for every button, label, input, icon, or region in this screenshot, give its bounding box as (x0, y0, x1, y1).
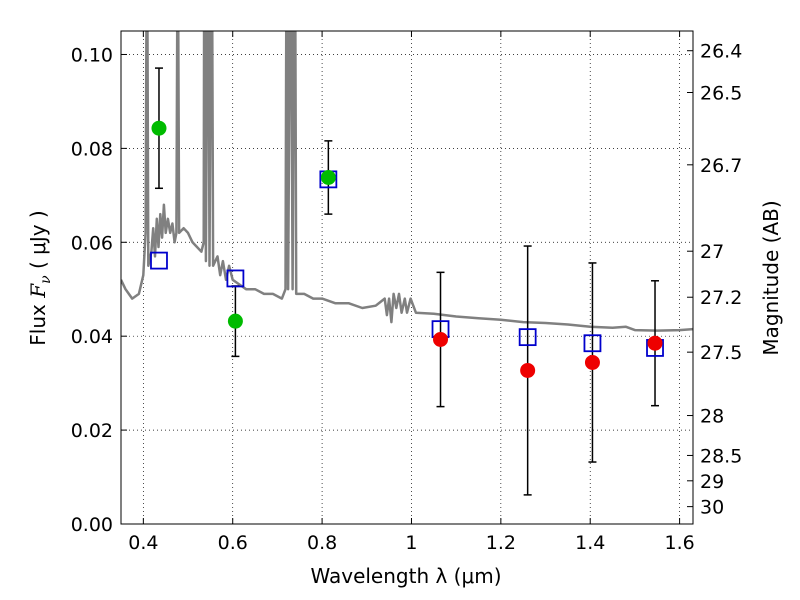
right-tick-label: 28.5 (700, 445, 742, 467)
axis-ticks: 0.4 0.6 0.8 1 1.2 1.4 1.6 0.00 0.02 0.04 0.06 0.08 0… (71, 31, 742, 554)
y-tick-label: 0.02 (71, 420, 113, 442)
right-tick-label: 27.5 (700, 342, 742, 364)
y-tick-label: 0.08 (71, 138, 113, 160)
observed-point-red (520, 362, 536, 378)
y-tick-label: 0.04 (71, 326, 113, 348)
observed-point-green (151, 120, 167, 136)
x-tick-label: 1.6 (664, 532, 694, 554)
observed-point-red (433, 331, 449, 347)
y-axis-label-subscript: ν (38, 275, 54, 284)
x-tick-label: 0.8 (307, 532, 337, 554)
observed-point-red (647, 335, 663, 351)
y-tick-label: 0.00 (71, 514, 113, 536)
right-tick-label: 26.5 (700, 83, 742, 105)
x-tick-label: 0.6 (218, 532, 248, 554)
model-photometry-square (518, 328, 537, 347)
y-axis-label-suffix: ( μJy ) (26, 210, 50, 275)
observed-point-green (227, 313, 243, 329)
plot-area (121, 31, 693, 496)
plot-frame (120, 30, 694, 525)
model-photometry-square (583, 334, 602, 353)
observed-point-red (584, 354, 600, 370)
model-photometry-square (150, 251, 168, 270)
y-axis-label-symbol: F (26, 283, 50, 299)
x-tick-label: 1.2 (486, 532, 516, 554)
y-axis-label: Flux Fν ( μJy ) (26, 210, 54, 345)
y-tick-label: 0.06 (71, 232, 113, 254)
right-tick-label: 28 (700, 406, 724, 428)
y-tick-label: 0.10 (71, 44, 113, 66)
observed-point-green (320, 169, 336, 185)
model-spectrum-line (121, 31, 693, 332)
x-tick-label: 0.4 (128, 532, 158, 554)
right-tick-label: 26.7 (700, 155, 742, 177)
right-tick-label: 27 (700, 241, 724, 263)
x-axis-label: Wavelength λ (μm) (310, 564, 501, 588)
right-axis-label: Magnitude (AB) (759, 200, 783, 355)
y-axis-label-prefix: Flux (26, 298, 50, 346)
right-tick-label: 27.2 (700, 287, 742, 309)
x-tick-label: 1 (405, 532, 417, 554)
right-tick-label: 30 (700, 497, 724, 519)
right-tick-label: 29 (700, 471, 724, 493)
right-tick-label: 26.4 (700, 41, 742, 63)
x-tick-label: 1.4 (575, 532, 605, 554)
model-photometry-square (226, 269, 245, 288)
